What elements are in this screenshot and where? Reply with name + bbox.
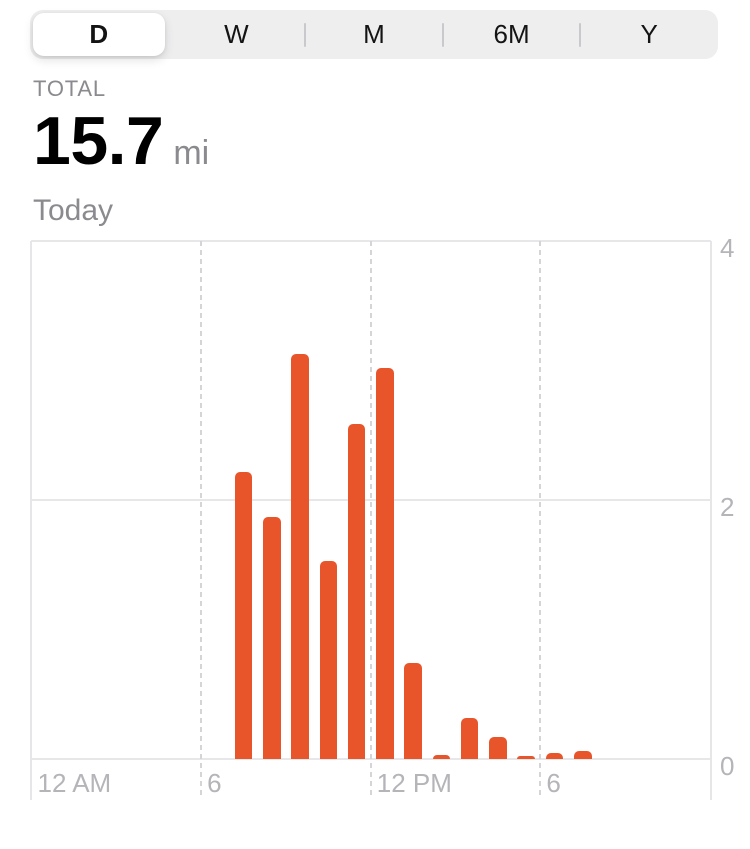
- segment-label: D: [89, 19, 109, 49]
- total-label: TOTAL: [33, 76, 106, 101]
- bar-hour-11[interactable]: [347, 423, 366, 759]
- x-axis-label-hour-18: 6: [546, 768, 561, 798]
- x-gridline-hour-12: [369, 241, 372, 797]
- segment-6m[interactable]: 6M: [441, 10, 581, 59]
- x-axis-label-hour-12: 12 PM: [376, 768, 452, 798]
- x-gridline-hour-6: [200, 241, 203, 797]
- segment-divider: [579, 22, 582, 47]
- bar-hour-8[interactable]: [263, 516, 281, 759]
- bar-hour-18[interactable]: [545, 752, 564, 759]
- segment-label: 6M: [493, 19, 530, 49]
- segment-d[interactable]: D: [30, 10, 168, 59]
- segment-divider: [441, 22, 444, 47]
- segment-divider: [304, 22, 307, 47]
- bar-hour-7[interactable]: [234, 471, 253, 759]
- bar-hour-14[interactable]: [432, 755, 451, 759]
- segment-label: M: [363, 19, 385, 49]
- total-value-row: 15.7 mi: [33, 106, 209, 188]
- x-axis-label-hour-0: 12 AM: [37, 768, 112, 798]
- bar-hour-15[interactable]: [460, 717, 479, 759]
- y-axis-label-2: 2: [720, 492, 735, 522]
- segment-w[interactable]: W: [168, 10, 306, 59]
- segment-y[interactable]: Y: [579, 10, 718, 59]
- y-axis-label-0: 0: [720, 751, 735, 781]
- bar-hour-19[interactable]: [574, 751, 592, 759]
- period-label: Today: [33, 194, 114, 227]
- total-value: 15.7: [33, 103, 164, 179]
- segment-m[interactable]: M: [304, 10, 443, 59]
- x-axis-label-hour-6: 6: [207, 768, 222, 798]
- plot-right-border: [709, 241, 712, 800]
- segment-label: Y: [640, 19, 658, 49]
- bar-hour-16[interactable]: [489, 736, 507, 759]
- bar-hour-10[interactable]: [319, 560, 338, 759]
- bar-hour-12[interactable]: [376, 367, 394, 759]
- bar-hour-17[interactable]: [517, 756, 535, 759]
- plot-left-border: [30, 241, 32, 800]
- x-gridline-hour-18: [539, 241, 542, 797]
- time-range-segmented-control[interactable]: D W M 6M Y: [30, 10, 718, 59]
- bar-hour-9[interactable]: [291, 353, 309, 759]
- total-unit: mi: [173, 134, 210, 172]
- summary-block: TOTAL 15.7 mi Today: [33, 76, 209, 228]
- y-axis-label-4: 4: [720, 233, 735, 263]
- segment-label: W: [224, 19, 249, 49]
- selected-segment-pill: [33, 13, 165, 56]
- bar-hour-13[interactable]: [404, 663, 422, 759]
